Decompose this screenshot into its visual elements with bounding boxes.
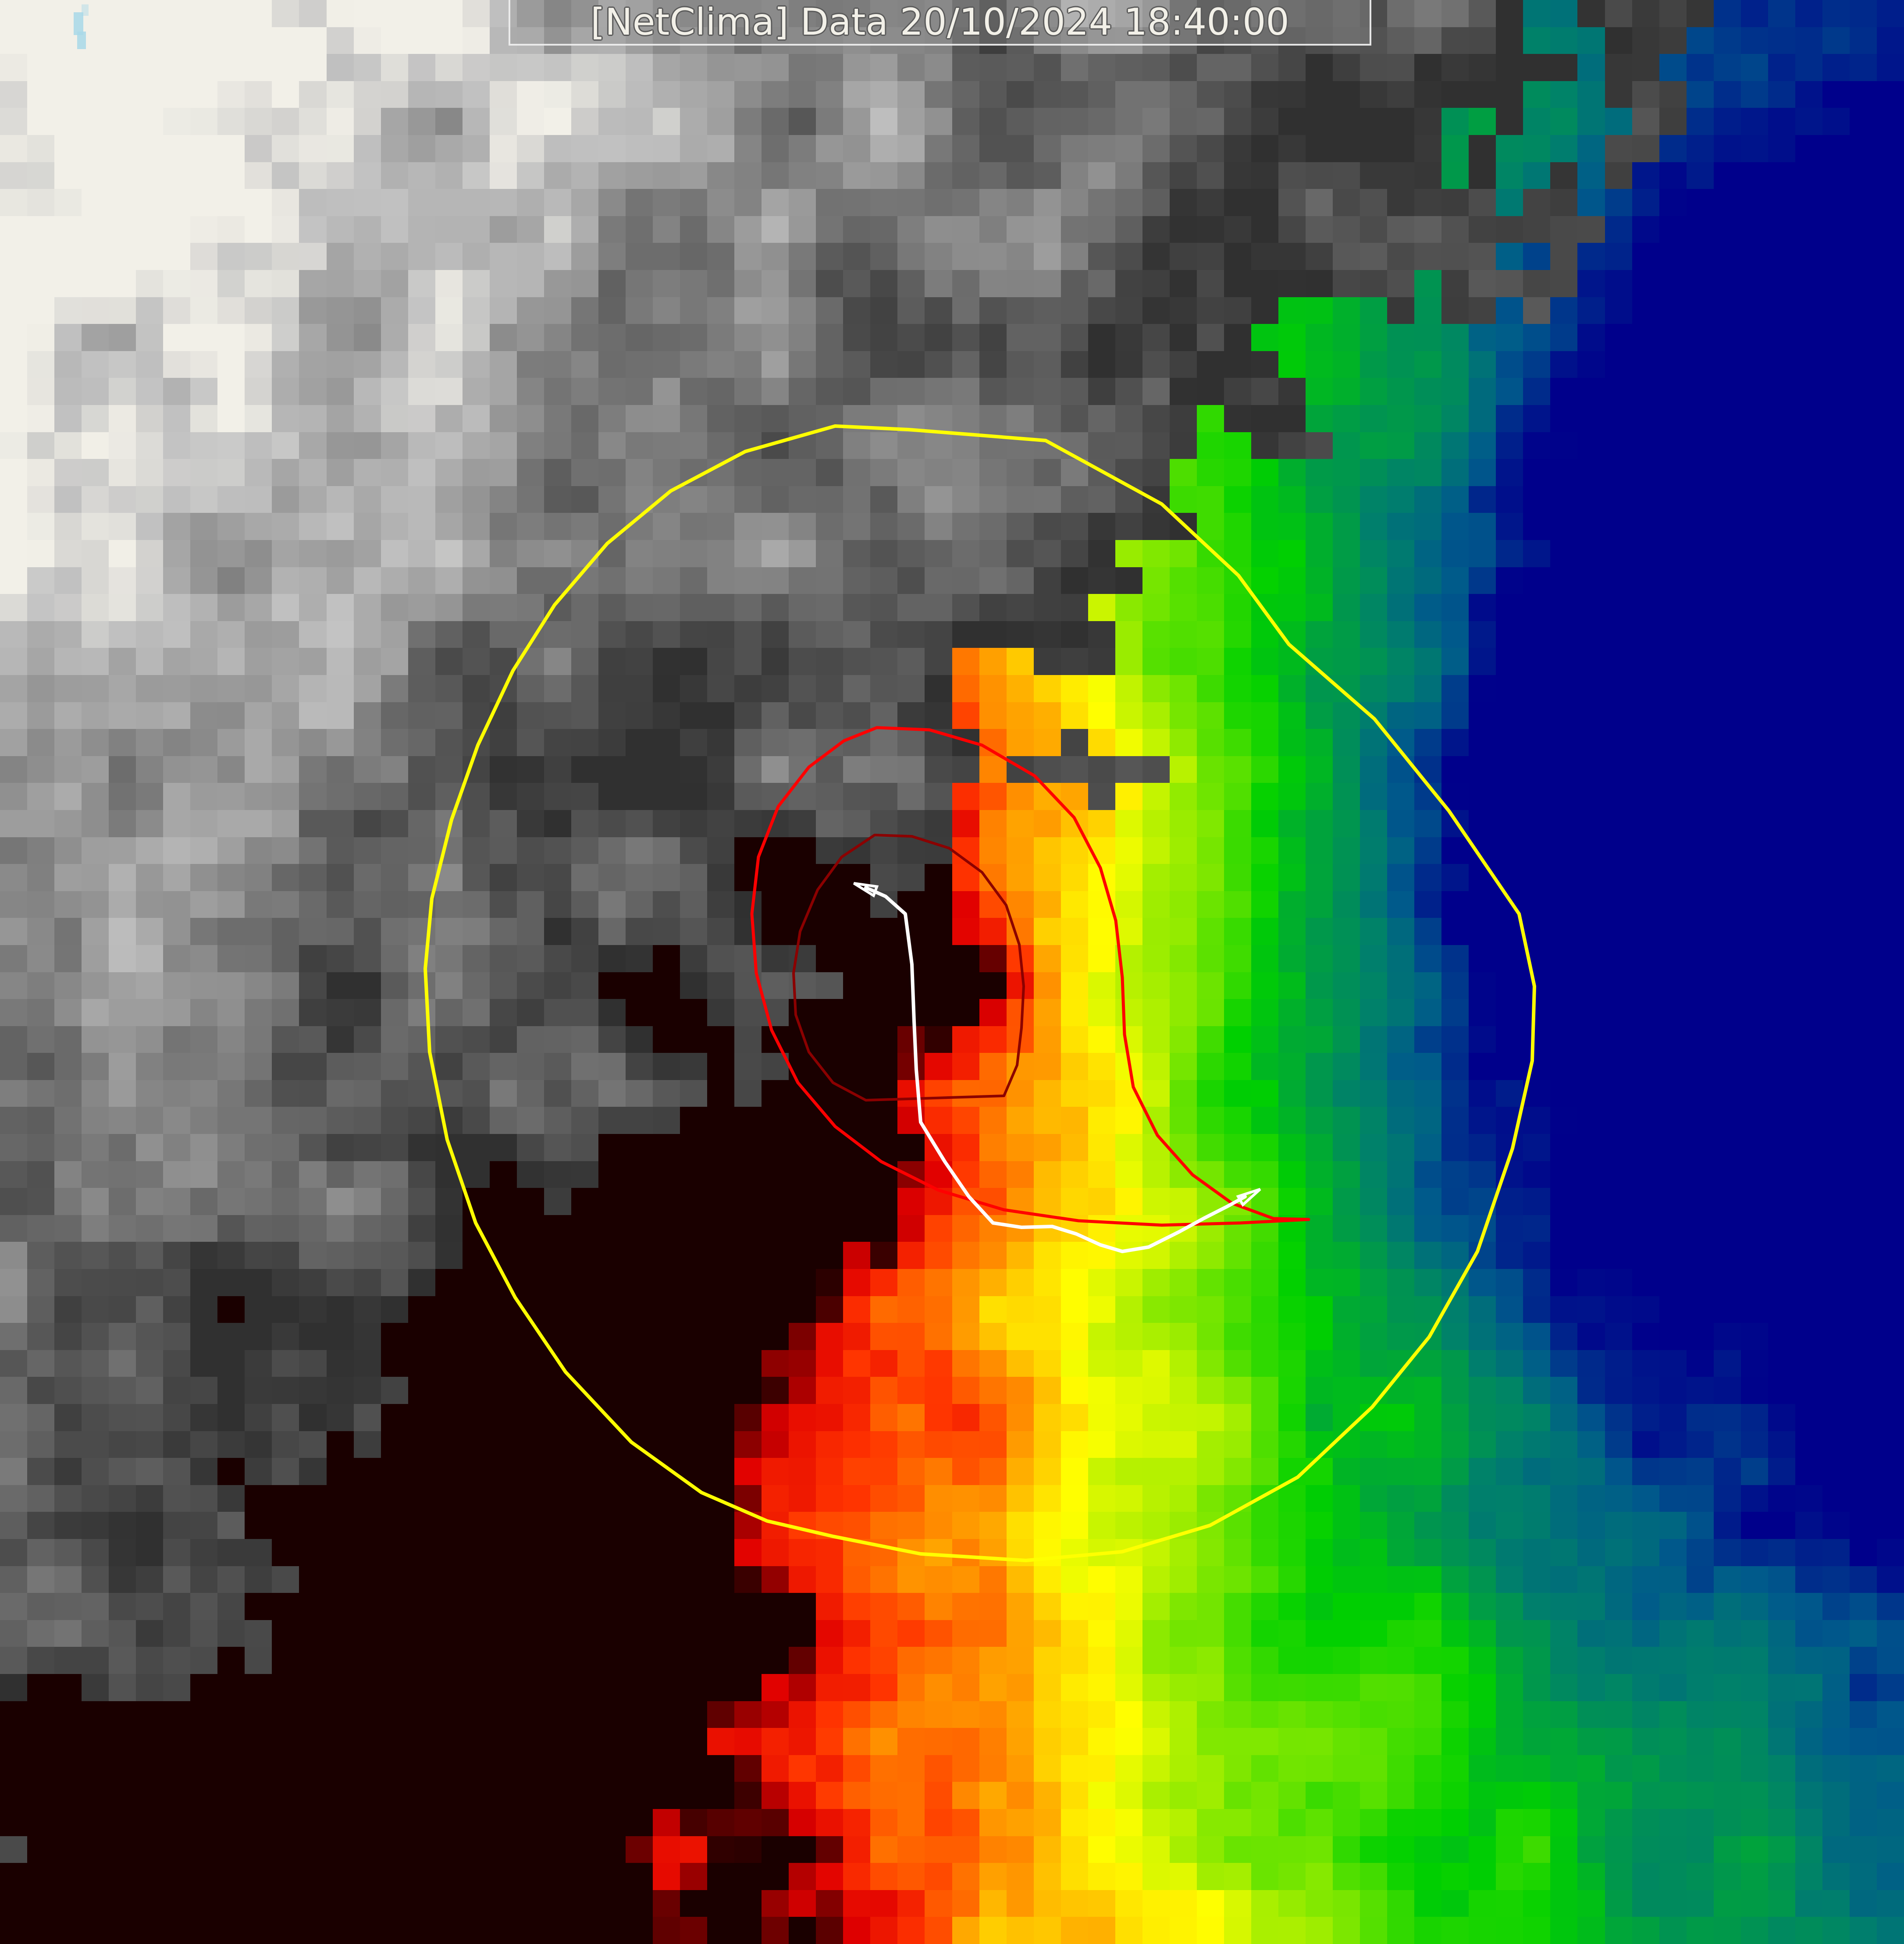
timestamp-label: [NetClima] Data 20/10/2024 18:40:00: [591, 0, 1289, 43]
timestamp-label-box: [NetClima] Data 20/10/2024 18:40:00: [509, 0, 1371, 46]
